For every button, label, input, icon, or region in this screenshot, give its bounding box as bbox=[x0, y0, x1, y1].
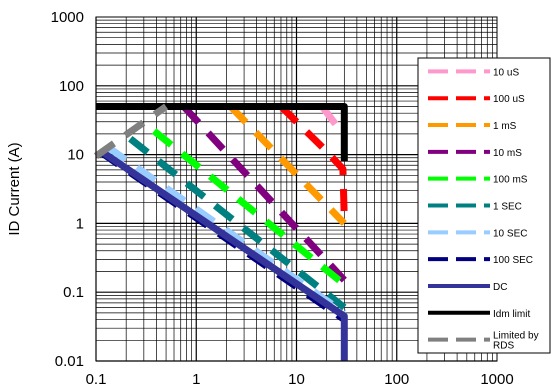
series-line-10-ms bbox=[181, 104, 347, 283]
y-tick-label: 10 bbox=[67, 147, 84, 164]
legend-label: Idm limit bbox=[493, 309, 530, 320]
series-line-10-us bbox=[319, 104, 346, 137]
series-layer bbox=[93, 103, 348, 361]
legend-label: RDS bbox=[493, 341, 514, 352]
x-tick-label: 100 bbox=[384, 371, 409, 388]
y-tick-label: 0.01 bbox=[55, 353, 84, 370]
legend-label: 100 mS bbox=[493, 175, 528, 186]
series-line-100-us bbox=[278, 104, 348, 219]
y-axis-label: ID Current (A) bbox=[6, 142, 23, 235]
legend-label: 10 mS bbox=[493, 148, 522, 159]
x-tick-label: 1000 bbox=[480, 371, 513, 388]
x-tick-label: 10 bbox=[288, 371, 305, 388]
legend-label: 100 SEC bbox=[493, 255, 533, 266]
legend-label: 1 mS bbox=[493, 121, 517, 132]
series-line-dc bbox=[101, 150, 348, 361]
legend: 10 uS 100 uS 1 mS 10 mS 100 mS 1 SEC 10 SEC 100… bbox=[417, 57, 551, 354]
x-tick-label: 0.1 bbox=[86, 371, 107, 388]
series-line-1-sec bbox=[128, 135, 347, 311]
series-line-idm-limit bbox=[96, 103, 348, 162]
series-line-100-ms bbox=[151, 128, 347, 288]
y-tick-label: 1000 bbox=[51, 9, 84, 26]
series-line-limited-by-rds bbox=[93, 103, 169, 159]
legend-label: 100 uS bbox=[493, 94, 525, 105]
x-tick-label: 1 bbox=[192, 371, 200, 388]
y-tick-label: 1 bbox=[76, 215, 84, 232]
y-tick-label: 0.1 bbox=[63, 284, 84, 301]
legend-label: DC bbox=[493, 282, 507, 293]
legend-label: 10 uS bbox=[493, 67, 519, 78]
legend-label: 10 SEC bbox=[493, 228, 527, 239]
legend-label: 1 SEC bbox=[493, 202, 522, 213]
series-line-10-sec bbox=[105, 143, 347, 316]
legend-label: Limited by bbox=[493, 331, 539, 342]
y-tick-label: 100 bbox=[59, 78, 84, 95]
series-line-1-ms bbox=[228, 104, 347, 226]
